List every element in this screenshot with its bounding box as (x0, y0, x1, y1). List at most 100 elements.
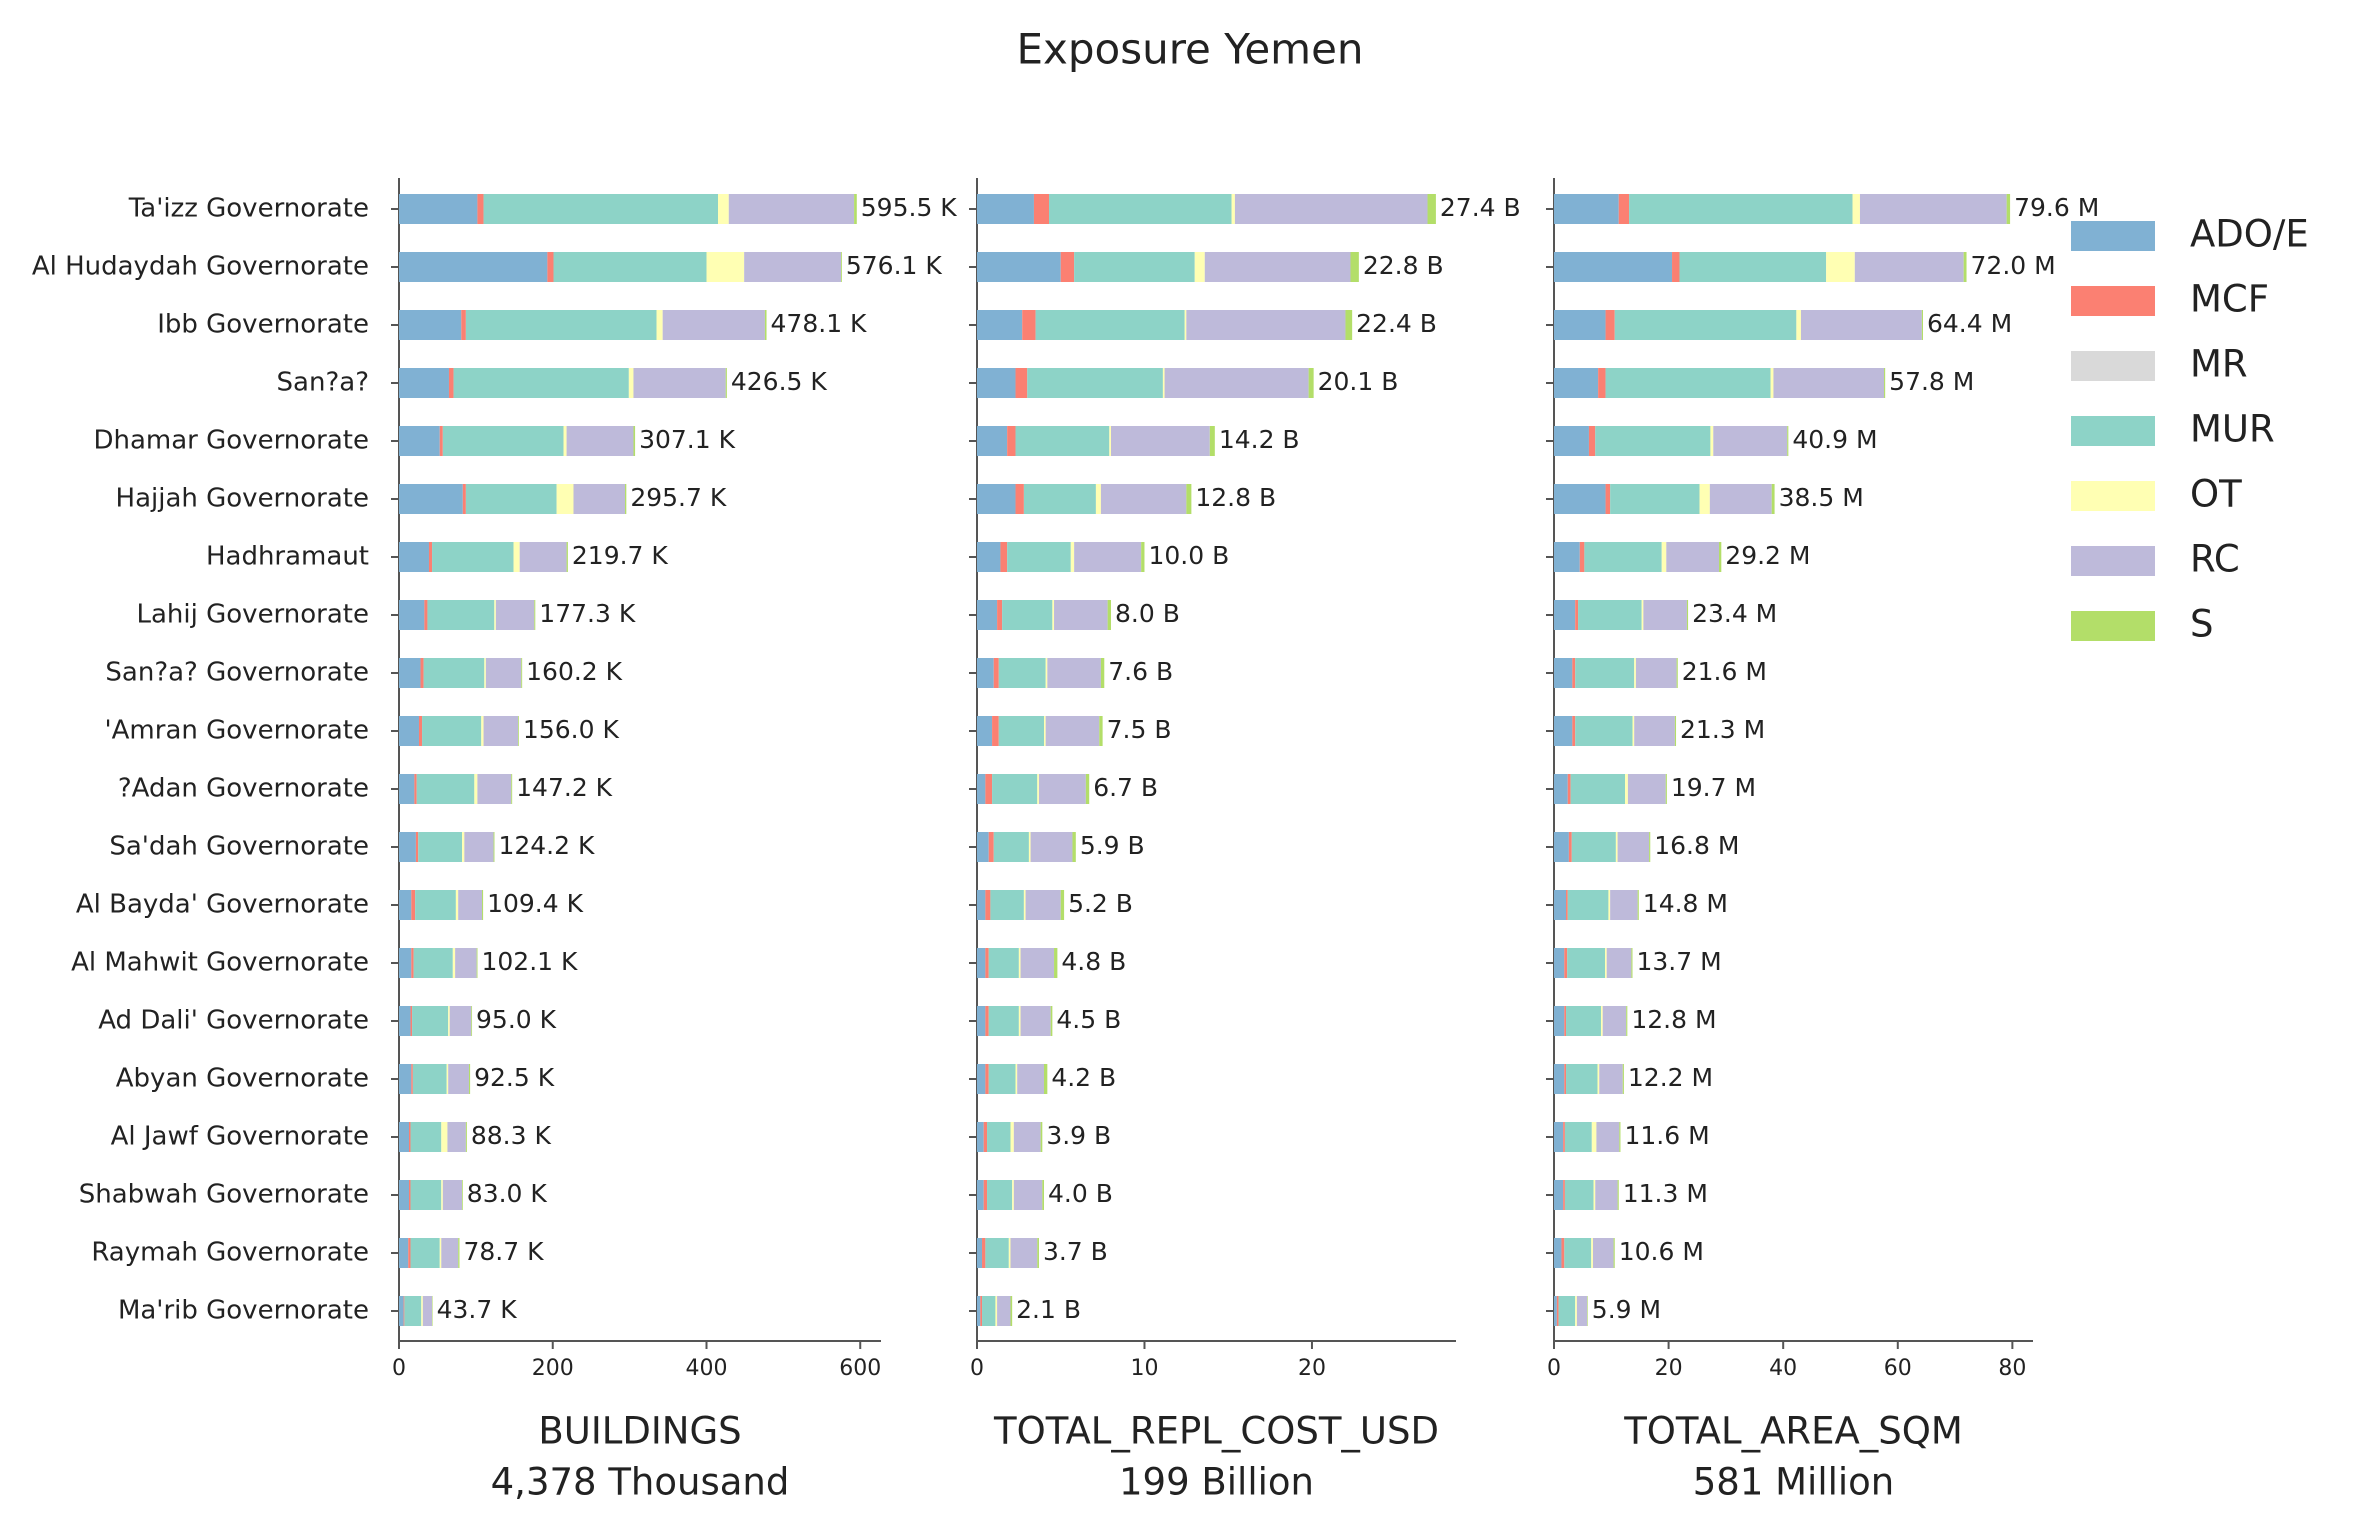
x-axis-label: TOTAL_REPL_COST_USD (993, 1410, 1439, 1453)
bar-segment (1679, 252, 1827, 282)
bar-segment (706, 252, 745, 282)
bar-segment (1595, 1180, 1618, 1210)
bar-segment (1204, 252, 1351, 282)
y-tick-label: Ta'izz Governorate (128, 194, 369, 224)
bar-segment (421, 1296, 423, 1326)
value-label: 79.6 M (2014, 193, 2099, 222)
bar-segment (1576, 1296, 1588, 1326)
value-label: 3.9 B (1046, 1121, 1111, 1150)
bar-segment (1007, 542, 1071, 572)
bar-segment (718, 194, 729, 224)
bar-segment (458, 1238, 460, 1268)
bar-segment (1567, 774, 1571, 804)
bar-segment (1010, 1122, 1014, 1152)
bar-segment (408, 1122, 411, 1152)
bar-segment (1013, 1122, 1041, 1152)
bar-segment (1591, 1238, 1593, 1268)
bar-segment (1558, 1296, 1576, 1326)
bar-segment (411, 1064, 413, 1094)
bar-segment (422, 1296, 433, 1326)
bar-segment (556, 484, 574, 514)
bar-segment (1023, 484, 1096, 514)
bar-segment (448, 368, 454, 398)
bar-segment (1037, 774, 1039, 804)
bar-segment (399, 252, 548, 282)
x-tick-label: 0 (392, 1356, 406, 1381)
value-label: 109.4 K (487, 889, 584, 918)
bar-segment (1567, 948, 1605, 978)
bar-segment (471, 1006, 473, 1036)
bar-segment (1771, 484, 1775, 514)
bar-segment (1617, 832, 1650, 862)
bar-segment (1043, 1064, 1048, 1094)
value-label: 147.2 K (516, 773, 613, 802)
bar-segment (1614, 310, 1797, 340)
bar-segment (982, 1296, 996, 1326)
bar-segment (1566, 1064, 1598, 1094)
bar-segment (461, 310, 466, 340)
chart-title: Exposure Yemen (1016, 25, 1363, 74)
bar-segment (424, 600, 428, 630)
bar-segment (997, 1296, 1011, 1326)
bar-segment (633, 368, 726, 398)
bar-segment (1604, 948, 1607, 978)
value-label: 13.7 M (1636, 947, 1721, 976)
legend-swatch (2071, 286, 2155, 316)
bar-segment (1699, 484, 1710, 514)
bar-segment (566, 542, 568, 572)
value-label: 92.5 K (474, 1063, 555, 1092)
bar-segment (521, 658, 523, 688)
bar-segment (477, 774, 512, 804)
bar-segment (1554, 368, 1599, 398)
bar-segment (985, 948, 989, 978)
value-label: 88.3 K (471, 1121, 552, 1150)
bar-segment (1554, 658, 1573, 688)
bar-segment (1018, 1006, 1021, 1036)
bar-segment (1676, 658, 1678, 688)
bar-segment (1000, 542, 1008, 572)
value-label: 12.2 M (1628, 1063, 1713, 1092)
bar-segment (447, 1122, 466, 1152)
x-axis-label: TOTAL_AREA_SQM (1623, 1410, 1963, 1453)
bar-segment (439, 426, 443, 456)
bar-segment (1043, 716, 1046, 746)
bar-segment (992, 716, 999, 746)
bar-segment (1194, 252, 1205, 282)
bar-segment (983, 1122, 988, 1152)
legend-swatch (2071, 221, 2155, 251)
value-label: 10.0 B (1148, 541, 1229, 570)
bar-segment (1554, 600, 1576, 630)
bar-segment (1588, 426, 1596, 456)
bar-segment (465, 484, 557, 514)
bar-segment (1027, 368, 1163, 398)
value-label: 4.5 B (1056, 1005, 1121, 1034)
bar-segment (1600, 1006, 1603, 1036)
y-tick-label: San?a? (277, 368, 369, 398)
bar-segment (977, 194, 1034, 224)
bar-segment (412, 1006, 449, 1036)
bar-segment (399, 194, 478, 224)
bar-segment (1554, 542, 1580, 572)
bar-segment (1672, 252, 1680, 282)
bar-segment (1564, 1180, 1594, 1210)
bar-segment (985, 1238, 1009, 1268)
y-tick-label: Hajjah Governorate (116, 484, 369, 514)
value-label: 2.1 B (1016, 1295, 1081, 1324)
bar-segment (841, 252, 842, 282)
value-label: 22.4 B (1356, 309, 1437, 338)
bar-segment (1631, 948, 1633, 978)
x-tick-label: 20 (1655, 1356, 1683, 1381)
bar-segment (993, 658, 999, 688)
bar-segment (481, 716, 484, 746)
value-label: 576.1 K (846, 251, 943, 280)
bar-segment (452, 948, 456, 978)
bar-segment (1554, 1006, 1565, 1036)
bar-segment (1556, 1296, 1559, 1326)
y-tick-label: San?a? Governorate (105, 658, 369, 688)
bar-segment (998, 658, 1046, 688)
bar-segment (1563, 1122, 1565, 1152)
bar-segment (1554, 484, 1606, 514)
bar-segment (1637, 890, 1639, 920)
value-label: 5.9 M (1592, 1295, 1661, 1324)
x-tick-label: 200 (532, 1356, 574, 1381)
